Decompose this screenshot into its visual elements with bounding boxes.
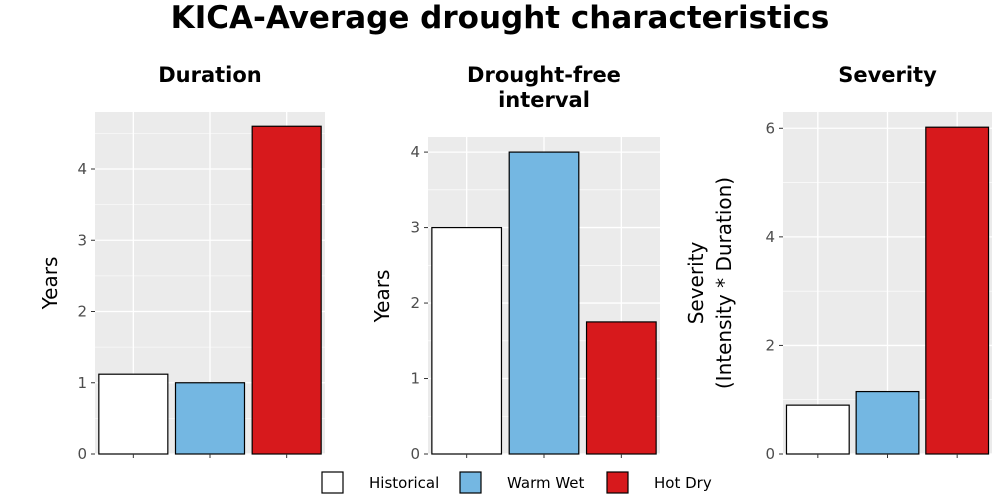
- y-tick-label: 0: [77, 445, 87, 463]
- legend-swatch: [459, 471, 482, 494]
- legend-item-warm-wet: Warm Wet: [459, 471, 585, 494]
- bar-hot-dry: [585, 321, 657, 455]
- bar-warm-wet: [855, 390, 920, 455]
- legend-label: Warm Wet: [507, 474, 585, 492]
- y-tick-label: 2: [765, 336, 775, 354]
- y-axis-title: Years: [38, 257, 62, 311]
- y-tick-label: 4: [410, 143, 420, 161]
- chart-title: KICA-Average drought characteristics: [170, 0, 830, 36]
- bar-historical: [785, 404, 850, 455]
- y-tick-label: 1: [410, 370, 420, 388]
- legend-item-hot-dry: Hot Dry: [606, 471, 712, 494]
- bar-warm-wet: [174, 382, 246, 455]
- legend-label: Historical: [369, 474, 439, 492]
- y-tick-label: 4: [77, 160, 87, 178]
- chart-panels: 0 1 2 3 4 Duration Years 0 1 2 3 4 Drought-free inter…: [38, 63, 992, 463]
- y-tick-label: 0: [765, 445, 775, 463]
- y-tick-label: 3: [77, 231, 87, 249]
- bar-hot-dry: [251, 125, 322, 455]
- legend: Historical Warm Wet Hot Dry: [321, 471, 712, 494]
- y-tick-label: 2: [77, 303, 87, 321]
- y-tick-label: 1: [77, 374, 87, 392]
- legend-swatch: [321, 471, 344, 494]
- panel-1: 0 1 2 3 4 Duration Years: [38, 63, 325, 463]
- bar-warm-wet: [508, 151, 580, 455]
- panel-title: Severity: [838, 63, 937, 87]
- y-tick-label: 0: [410, 445, 420, 463]
- bar-historical: [431, 226, 503, 455]
- legend-swatch: [606, 471, 629, 494]
- bar-historical: [98, 373, 169, 455]
- y-axis-title: Years: [370, 270, 394, 324]
- legend-label: Hot Dry: [654, 474, 712, 492]
- panel-3: 0 2 4 6 Severity Severity (Intensity * Duratio…: [684, 63, 992, 463]
- y-tick-label: 2: [410, 294, 420, 312]
- panel-title: Duration: [158, 63, 262, 87]
- panel-2: 0 1 2 3 4 Drought-free interval Years: [370, 63, 660, 463]
- bar-hot-dry: [925, 126, 990, 455]
- legend-item-historical: Historical: [321, 471, 439, 494]
- y-tick-label: 4: [765, 228, 775, 246]
- y-tick-label: 3: [410, 219, 420, 237]
- panel-title: Drought-free interval: [467, 63, 621, 112]
- y-tick-label: 6: [765, 119, 775, 137]
- y-axis-title: Severity (Intensity * Duration): [684, 177, 736, 389]
